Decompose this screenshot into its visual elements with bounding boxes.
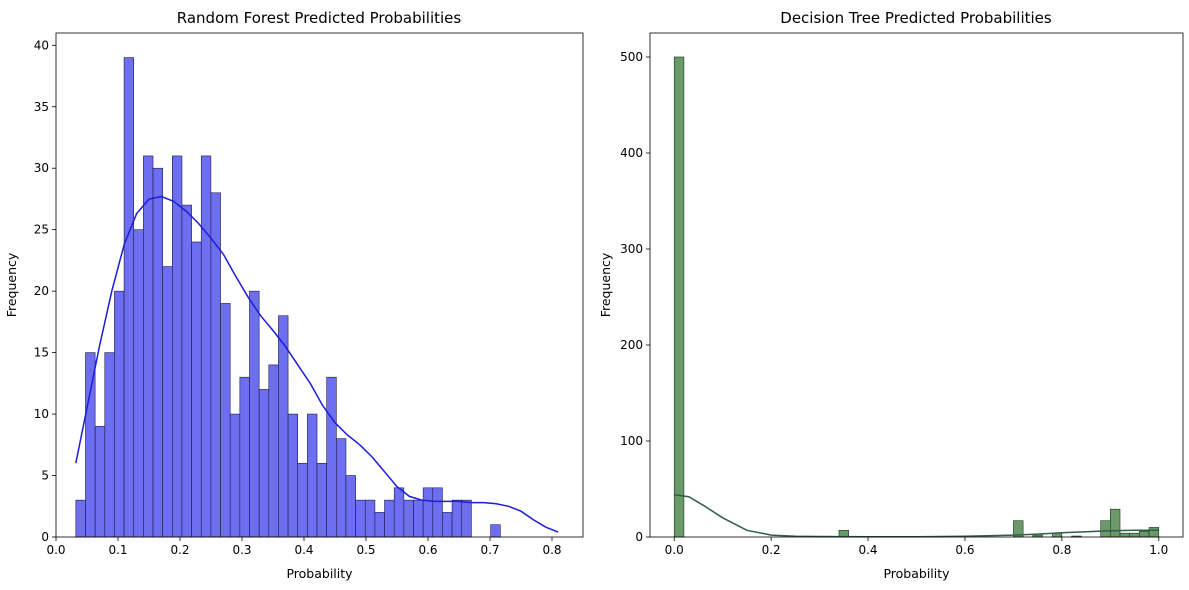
x-ticks: 0.0 0.2 0.4 0.6 0.8 1.0 [665,537,1168,557]
x-tick-label: 0.5 [356,543,375,557]
x-tick-label: 0.7 [480,543,499,557]
plot-frame [649,32,1184,538]
histogram-bar [355,499,366,538]
histogram-bar [1100,520,1111,538]
x-tick-label: 0.6 [418,543,437,557]
histogram-bar [374,512,385,538]
histogram-bar [673,56,685,538]
x-tick-label: 0.2 [762,543,781,557]
x-tick-label: 0.4 [294,543,313,557]
histogram-bar [1129,532,1140,538]
y-axis-label: Frequency [598,252,613,317]
histogram-bar [200,155,212,538]
y-tick-label: 15 [34,346,49,360]
histogram-bar [307,413,318,538]
histogram-bar [191,241,202,538]
x-axis-label: Probability [286,566,353,581]
histogram-bar [413,499,424,538]
x-tick-label: 0.8 [542,543,561,557]
histogram-bar [490,524,501,538]
x-tick-label: 0.6 [955,543,974,557]
histogram-bar [1110,508,1121,538]
histogram-bar [85,352,96,538]
decision-tree-chart: Decision Tree Predicted Probabilities 0.… [598,9,1184,581]
histogram-bar [336,438,347,538]
y-tick-label: 40 [34,38,49,52]
y-tick-label: 25 [34,223,49,237]
histogram-bar [432,487,443,538]
y-ticks: 0 100 200 300 400 500 [620,50,650,544]
histogram-bar [384,499,395,538]
histogram-bar [239,376,250,538]
histogram-bar [345,475,356,538]
histogram-bar [287,413,299,538]
x-axis-label: Probability [883,566,950,581]
histogram-bar [451,499,463,538]
histogram-bar [220,303,231,538]
x-tick-label: 0.1 [108,543,127,557]
histogram-bar [249,290,260,538]
x-tick-label: 0.4 [858,543,877,557]
y-tick-label: 100 [620,434,643,448]
histogram-bar [143,155,154,538]
x-tick-label: 0.8 [1052,543,1071,557]
plot-frame [55,32,584,538]
y-tick-label: 300 [620,242,643,256]
kde-curve [674,494,1159,538]
histogram-bar [461,499,472,538]
histogram-bar [104,352,115,538]
histogram-bar [123,57,135,538]
y-tick-label: 0 [635,530,643,544]
histogram-bar [114,290,125,538]
y-tick-label: 500 [620,50,643,64]
histogram-bar [152,167,163,538]
x-ticks: 0.0 0.1 0.2 0.3 0.4 0.5 0.6 0.7 0.8 [46,537,562,557]
y-tick-label: 200 [620,338,643,352]
histogram-bar [172,155,183,538]
histogram-bar [229,413,241,538]
x-tick-label: 1.0 [1149,543,1168,557]
histogram-bar [403,499,414,538]
histogram-bar [326,376,337,538]
histogram-bar [94,426,106,538]
histogram-bar [1148,527,1160,538]
x-tick-label: 0.2 [170,543,189,557]
y-tick-label: 10 [34,407,49,421]
histogram-bar [258,389,270,538]
x-tick-label: 0.0 [665,543,684,557]
y-tick-label: 5 [41,469,49,483]
random-forest-chart: Random Forest Predicted Probabilities 0.… [4,9,584,581]
histogram-bar [297,462,308,538]
bars-group [75,57,501,538]
histogram-bar [364,499,376,538]
x-tick-label: 0.3 [232,543,251,557]
y-axis-label: Frequency [4,252,19,317]
histogram-bar [268,364,279,538]
chart-title: Random Forest Predicted Probabilities [177,9,462,27]
y-tick-label: 35 [34,100,49,114]
histogram-bar [162,266,173,538]
y-tick-label: 400 [620,146,643,160]
y-ticks: 0 5 10 15 20 25 30 35 40 [34,38,56,544]
histogram-bar [1119,532,1130,538]
histogram-bar [75,499,86,538]
histogram-bar [1139,530,1150,538]
y-tick-label: 30 [34,161,49,175]
histogram-bar [133,229,144,538]
kde-curve [75,195,559,533]
histogram-bar [393,487,405,538]
histogram-bar [442,512,453,538]
chart-title: Decision Tree Predicted Probabilities [780,9,1052,27]
x-tick-label: 0.0 [46,543,65,557]
y-tick-label: 0 [41,530,49,544]
bars-group [673,56,1160,538]
y-tick-label: 20 [34,284,49,298]
histogram-bar [316,462,327,538]
histogram-bar [422,487,434,538]
histogram-bar [181,204,192,538]
